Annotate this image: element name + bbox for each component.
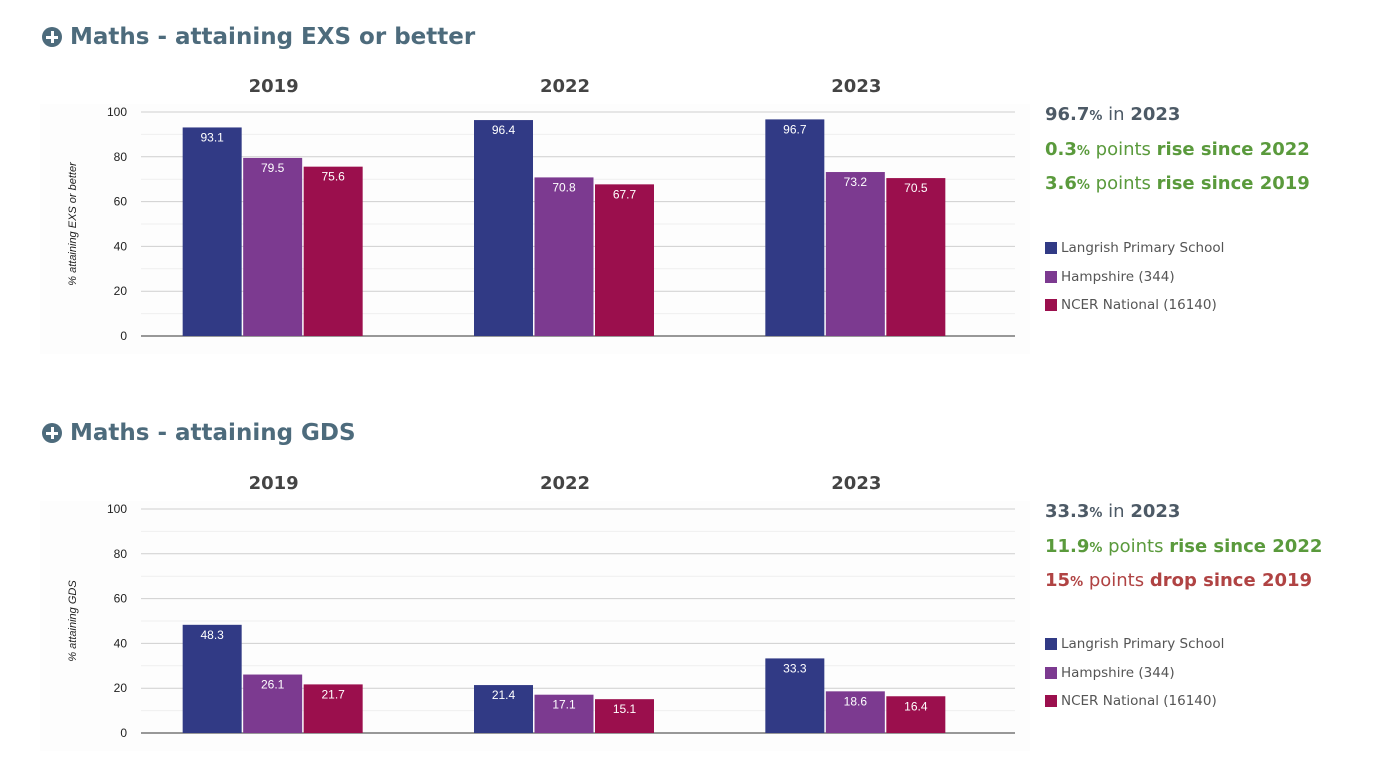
summary-line-since-2019: 3.6% points rise since 2019 [1045, 173, 1310, 194]
legend-item-school: Langrish Primary School [1045, 234, 1224, 263]
bar[interactable] [595, 184, 654, 336]
legend-item-national: NCER National (16140) [1045, 687, 1224, 716]
year-label: 2022 [540, 76, 590, 97]
legend-swatch [1045, 299, 1057, 312]
legend-swatch [1045, 638, 1057, 651]
y-tick-label: 20 [114, 681, 128, 695]
data-label: 75.6 [321, 170, 345, 184]
y-tick-label: 0 [120, 329, 127, 343]
bar[interactable] [303, 166, 363, 336]
data-label: 93.1 [200, 130, 224, 144]
legend-item-hampshire: Hampshire (344) [1045, 659, 1224, 688]
section-header[interactable]: Maths - attaining EXS or better [42, 24, 475, 50]
data-label: 16.4 [904, 699, 928, 713]
y-tick-label: 80 [114, 150, 128, 164]
summary-line-current: 33.3% in 2023 [1045, 501, 1181, 522]
data-label: 70.5 [904, 181, 928, 195]
bar[interactable] [825, 691, 885, 733]
bar[interactable] [474, 120, 533, 336]
data-label: 48.3 [200, 628, 224, 642]
data-label: 15.1 [613, 702, 637, 716]
y-tick-label: 0 [120, 726, 127, 740]
summary-gds: 33.3% in 2023 11.9% points rise since 20… [1045, 496, 1322, 600]
legend-item-hampshire: Hampshire (344) [1045, 263, 1224, 292]
section-header[interactable]: Maths - attaining GDS [42, 420, 356, 446]
data-label: 21.7 [321, 687, 345, 701]
bar-chart-exs: 0 20 40 60 80 100 % attaining EXS or better 201… [40, 76, 1030, 354]
bar[interactable] [595, 699, 654, 733]
y-tick-label: 40 [114, 636, 128, 650]
data-label: 67.7 [613, 187, 637, 201]
y-tick-label: 60 [114, 592, 128, 606]
summary-line-since-2022: 0.3% points rise since 2022 [1045, 138, 1310, 160]
year-label: 2023 [831, 473, 881, 494]
summary-line-since-2019: 15% points drop since 2019 [1045, 570, 1313, 591]
year-label: 2023 [831, 76, 881, 97]
section-title: Maths - attaining GDS [70, 420, 356, 446]
bar-chart-gds: 0 20 40 60 80 100 % attaining GDS 2019 48.3 26.1 2… [40, 473, 1030, 751]
year-label: 2022 [540, 473, 590, 494]
bar[interactable] [765, 119, 825, 336]
bar[interactable] [182, 127, 242, 337]
y-tick-label: 20 [114, 284, 128, 298]
y-tick-label: 40 [114, 239, 128, 253]
data-label: 79.5 [261, 161, 285, 175]
data-label: 33.3 [783, 661, 807, 675]
bar[interactable] [886, 178, 946, 336]
y-axis-label: % attaining EXS or better [67, 161, 79, 286]
legend-swatch [1045, 242, 1057, 255]
year-label: 2019 [249, 76, 299, 97]
data-label: 17.1 [552, 698, 576, 712]
data-label: 73.2 [844, 175, 868, 189]
legend-item-national: NCER National (16140) [1045, 291, 1224, 320]
data-label: 96.7 [783, 122, 807, 136]
summary-exs: 96.7% in 2023 0.3% points rise since 202… [1045, 99, 1310, 203]
data-label: 18.6 [844, 694, 868, 708]
y-tick-label: 60 [114, 195, 128, 209]
bar[interactable] [182, 624, 242, 733]
data-label: 96.4 [492, 123, 516, 137]
bar[interactable] [243, 674, 303, 733]
data-label: 70.8 [552, 180, 576, 194]
year-label: 2019 [249, 473, 299, 494]
summary-line-current: 96.7% in 2023 [1045, 104, 1181, 125]
bar[interactable] [243, 157, 303, 336]
y-tick-label: 100 [107, 502, 127, 516]
bar[interactable] [303, 684, 363, 733]
expand-plus-icon[interactable] [42, 27, 62, 47]
legend-gds: Langrish Primary School Hampshire (344) … [1045, 630, 1224, 716]
bar[interactable] [474, 685, 533, 733]
section-gds: Maths - attaining GDS 0 20 40 60 80 100 % atta… [0, 396, 1381, 759]
section-exs: Maths - attaining EXS or better 0 20 40 60 8… [40, 24, 1310, 354]
data-label: 26.1 [261, 678, 285, 692]
bar[interactable] [886, 696, 946, 733]
bar[interactable] [534, 694, 594, 733]
legend-swatch [1045, 695, 1057, 708]
y-tick-label: 80 [114, 547, 128, 561]
data-label: 21.4 [492, 688, 516, 702]
section-title: Maths - attaining EXS or better [70, 24, 476, 50]
bar[interactable] [825, 172, 885, 336]
legend-exs: Langrish Primary School Hampshire (344) … [1045, 234, 1224, 320]
expand-plus-icon[interactable] [42, 423, 62, 443]
y-tick-label: 100 [107, 105, 127, 119]
legend-swatch [1045, 666, 1057, 679]
bar[interactable] [534, 177, 594, 336]
y-axis-label: % attaining GDS [67, 580, 79, 662]
legend-swatch [1045, 270, 1057, 283]
summary-line-since-2022: 11.9% points rise since 2022 [1045, 535, 1323, 557]
bar[interactable] [765, 658, 825, 733]
legend-item-school: Langrish Primary School [1045, 630, 1224, 659]
